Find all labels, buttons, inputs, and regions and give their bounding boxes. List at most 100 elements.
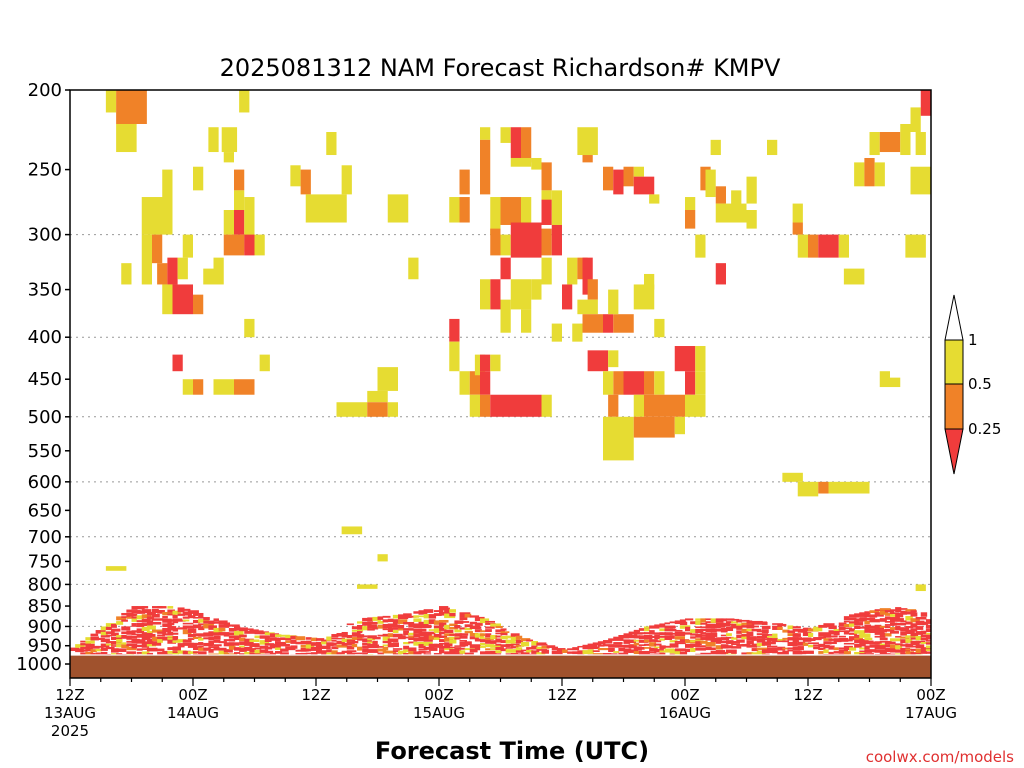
boundary-cell (357, 631, 363, 634)
boundary-cell (613, 636, 624, 641)
boundary-cell (531, 640, 538, 646)
boundary-cell (146, 625, 156, 630)
boundary-cell (357, 624, 363, 630)
heatmap-cell (767, 139, 778, 156)
boundary-cell (239, 653, 250, 655)
boundary-cell (864, 633, 871, 637)
boundary-cell (403, 630, 409, 636)
boundary-cell (136, 628, 145, 634)
boundary-cell (351, 626, 358, 630)
boundary-cell (490, 644, 502, 648)
boundary-cell (756, 647, 768, 651)
boundary-cell (239, 627, 248, 632)
boundary-cell (121, 634, 127, 639)
boundary-cell (433, 633, 442, 637)
boundary-cell (413, 628, 423, 634)
boundary-cell (459, 621, 470, 623)
boundary-cell (562, 649, 568, 653)
boundary-cell (700, 632, 706, 635)
boundary-cell (146, 616, 154, 620)
boundary-cell (608, 647, 615, 653)
heatmap-cell (387, 194, 409, 223)
boundary-cell (843, 620, 850, 623)
boundary-cell (162, 623, 172, 628)
boundary-cell (592, 646, 600, 650)
boundary-cell (833, 647, 839, 651)
boundary-cell (105, 623, 116, 627)
boundary-cell (152, 641, 162, 646)
boundary-cell (377, 648, 387, 652)
boundary-cell (797, 637, 806, 641)
boundary-cell (500, 633, 508, 636)
boundary-cell (372, 644, 380, 648)
boundary-cell (392, 633, 403, 638)
boundary-cell (792, 640, 799, 643)
boundary-cell (905, 643, 914, 648)
boundary-cell (377, 616, 384, 620)
colorbar-top-arrow (944, 294, 964, 341)
boundary-cell (167, 613, 176, 616)
boundary-cell (700, 640, 708, 644)
boundary-cell (613, 644, 622, 647)
boundary-cell (131, 630, 139, 633)
boundary-cell (100, 626, 111, 631)
boundary-cell (382, 623, 393, 629)
boundary-cell (715, 628, 723, 632)
boundary-cell (449, 634, 458, 636)
boundary-cell (459, 633, 469, 636)
boundary-cell (392, 619, 400, 624)
boundary-cell (669, 625, 676, 628)
boundary-cell (208, 621, 215, 624)
boundary-cell (633, 642, 640, 646)
boundary-cell (193, 624, 202, 629)
boundary-cell (444, 607, 450, 613)
boundary-cell (838, 635, 846, 638)
x-tick-label: 12Z (55, 686, 84, 704)
boundary-cell (905, 635, 916, 638)
boundary-cell (900, 622, 908, 625)
boundary-cell (823, 641, 832, 645)
boundary-cell (869, 649, 877, 653)
boundary-cell (900, 647, 911, 652)
heatmap-cell (654, 318, 665, 338)
boundary-cell (346, 645, 355, 650)
boundary-cell (362, 635, 368, 638)
boundary-cell (556, 648, 566, 652)
boundary-cell (628, 634, 638, 639)
boundary-cell (710, 628, 717, 633)
boundary-cell (756, 630, 766, 633)
boundary-cell (915, 626, 924, 630)
boundary-cell (259, 640, 270, 645)
boundary-cell (100, 631, 108, 636)
boundary-cell (428, 643, 438, 648)
boundary-cell (382, 615, 391, 618)
boundary-cell (223, 649, 233, 653)
boundary-cell (459, 635, 468, 639)
boundary-cell (126, 635, 132, 640)
boundary-cell (336, 637, 345, 640)
boundary-cell (392, 653, 402, 655)
boundary-cell (843, 645, 853, 651)
boundary-cell (695, 647, 706, 651)
boundary-cell (879, 646, 886, 650)
boundary-cell (234, 635, 241, 641)
boundary-cell (177, 619, 186, 622)
boundary-cell (818, 647, 826, 651)
boundary-cell (433, 653, 442, 655)
boundary-cell (649, 630, 655, 635)
y-tick-label: 800 (28, 574, 62, 595)
boundary-cell (849, 623, 855, 627)
boundary-cell (741, 619, 750, 622)
boundary-cell (469, 615, 480, 618)
boundary-cell (592, 650, 600, 653)
boundary-cell (808, 638, 816, 642)
boundary-cell (879, 629, 887, 633)
boundary-cell (116, 616, 127, 621)
boundary-cell (454, 637, 461, 640)
boundary-cell (152, 618, 163, 621)
boundary-cell (715, 622, 726, 628)
heatmap-cell (541, 162, 552, 191)
boundary-cell (905, 621, 913, 625)
boundary-cell (890, 627, 896, 630)
boundary-cell (228, 653, 238, 655)
